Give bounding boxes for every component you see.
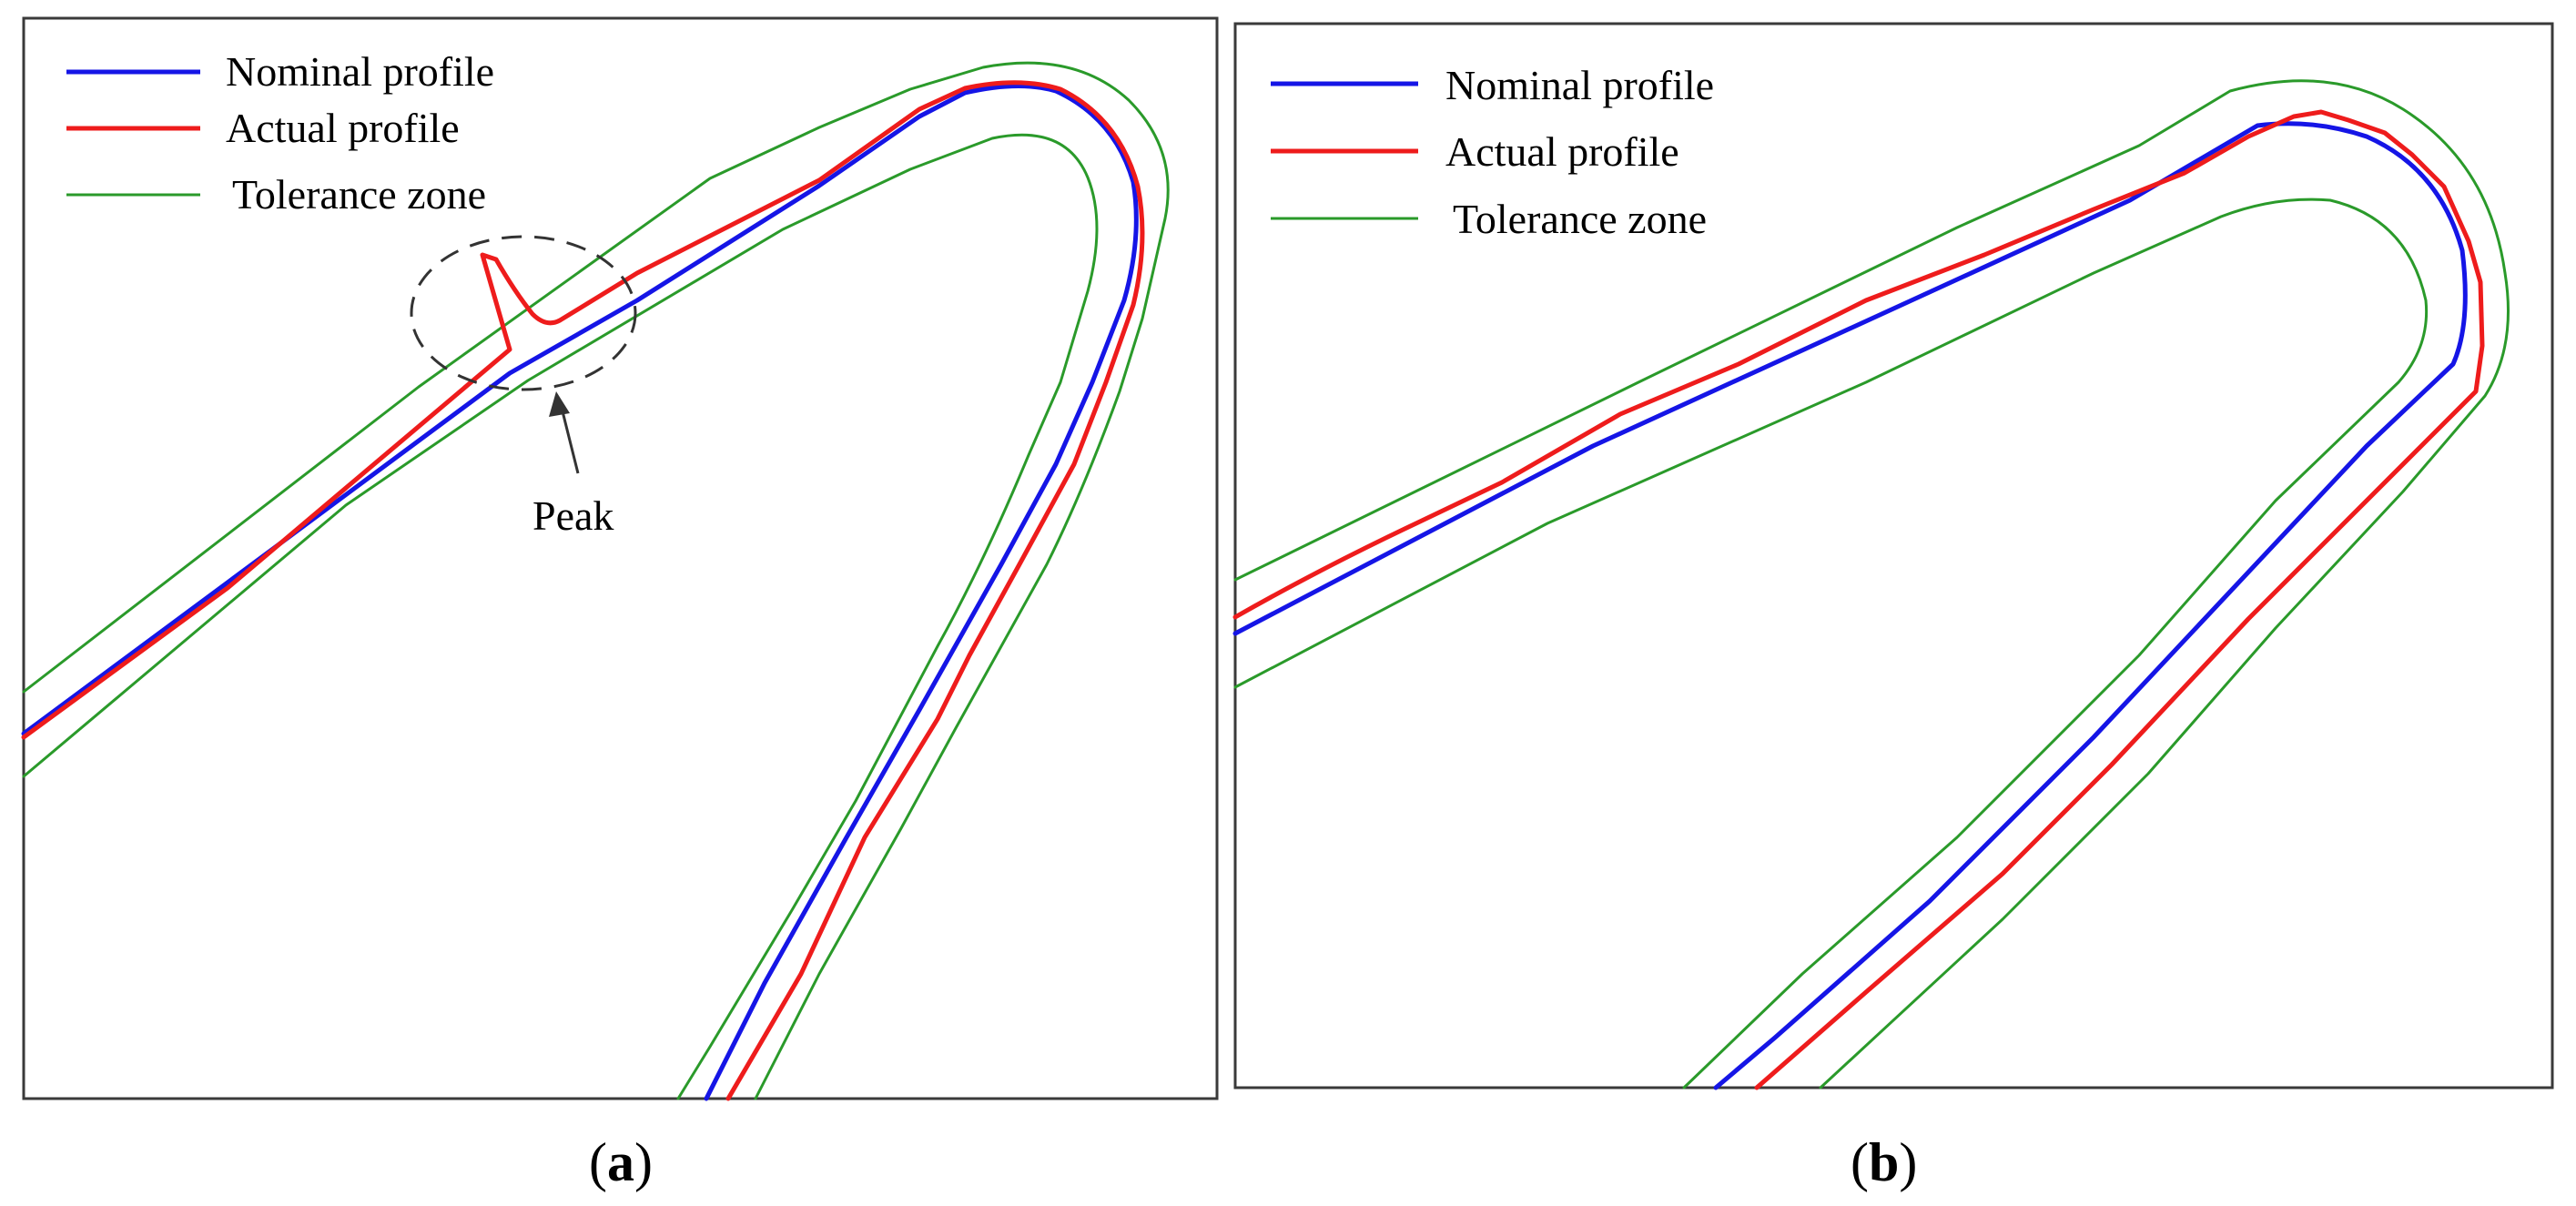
panel-b-caption: (b) xyxy=(1851,1132,1917,1192)
panel-a-peak-label: Peak xyxy=(532,492,614,539)
panel-a-tolerance-outer xyxy=(22,61,1170,1100)
panel-b: Nominal profile Actual profile Tolerance… xyxy=(1232,22,2554,1192)
panel-b-legend-actual-label: Actual profile xyxy=(1445,128,1679,175)
panel-a-legend: Nominal profile Actual profile Tolerance… xyxy=(66,48,494,218)
panel-a: Peak Nominal profile Actual profile Tole… xyxy=(21,16,1219,1192)
panel-b-nominal-profile xyxy=(1232,121,2468,1090)
panel-b-actual-profile xyxy=(1232,109,2485,1090)
panel-a-nominal-profile xyxy=(21,83,1139,1101)
panel-a-peak-arrow-head xyxy=(549,391,570,417)
panel-a-legend-actual-label: Actual profile xyxy=(226,105,460,151)
panel-a-actual-profile xyxy=(21,80,1145,1101)
panel-b-tolerance-inner xyxy=(1233,198,2429,1089)
panel-a-peak-circle xyxy=(410,235,637,391)
panel-a-caption-letter: a xyxy=(607,1132,634,1192)
panel-a-legend-tolerance-label: Tolerance zone xyxy=(232,171,486,218)
panel-a-tolerance-inner xyxy=(22,133,1099,1100)
panel-b-tolerance-outer xyxy=(1233,79,2510,1089)
panel-a-frame xyxy=(22,16,1219,1100)
panel-a-peak-arrow-shaft xyxy=(560,407,580,474)
panel-b-frame xyxy=(1233,22,2554,1089)
panel-b-legend-nominal-label: Nominal profile xyxy=(1445,62,1714,108)
panel-b-caption-open: ( xyxy=(1851,1132,1869,1192)
panel-a-legend-nominal-label: Nominal profile xyxy=(226,48,494,95)
panel-b-caption-close: ) xyxy=(1899,1132,1917,1192)
panel-a-caption: (a) xyxy=(589,1132,653,1192)
panel-b-legend-tolerance-label: Tolerance zone xyxy=(1453,196,1707,242)
panel-b-legend: Nominal profile Actual profile Tolerance… xyxy=(1271,62,1714,242)
panel-a-caption-open: ( xyxy=(589,1132,607,1192)
panel-a-caption-close: ) xyxy=(634,1132,653,1192)
panel-b-caption-letter: b xyxy=(1869,1132,1899,1192)
